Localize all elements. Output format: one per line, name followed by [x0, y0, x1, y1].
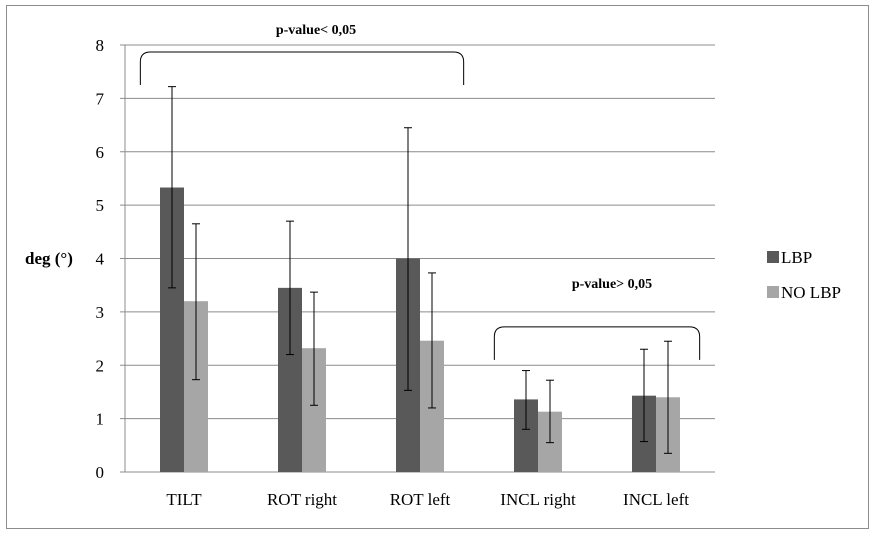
- y-tick-label: 3: [96, 303, 105, 322]
- legend: LBP NO LBP: [767, 248, 841, 302]
- annotations: p-value< 0,05 p-value> 0,05: [139, 23, 701, 360]
- y-tick-label: 6: [96, 143, 105, 162]
- x-tick-labels: TILT ROT right ROT left INCL right INCL left: [166, 490, 689, 509]
- legend-label: LBP: [781, 248, 812, 267]
- legend-swatch: [767, 286, 779, 298]
- error-bars: [168, 86, 672, 454]
- y-tick-label: 8: [96, 36, 105, 55]
- y-tick-label: 4: [96, 250, 105, 269]
- p-value-label: p-value> 0,05: [572, 277, 652, 292]
- y-tick-labels: 0 1 2 3 4 5 6 7 8: [96, 36, 105, 482]
- y-tick-label: 0: [96, 463, 105, 482]
- y-tick-label: 1: [96, 410, 105, 429]
- x-tick-label: ROT right: [267, 490, 337, 509]
- y-tick-label: 2: [96, 356, 105, 375]
- x-tick-label: ROT left: [390, 490, 451, 509]
- bars: [160, 187, 680, 473]
- legend-label: NO LBP: [781, 283, 841, 302]
- y-axis-label: deg (°): [25, 249, 73, 268]
- y-tick-label: 7: [96, 89, 105, 108]
- legend-swatch: [767, 251, 779, 263]
- x-tick-label: INCL right: [500, 490, 576, 509]
- y-tick-label: 5: [96, 196, 105, 215]
- p-value-label: p-value< 0,05: [276, 23, 356, 38]
- x-tick-label: INCL left: [623, 490, 689, 509]
- bracket: [139, 51, 465, 86]
- bracket: [493, 326, 701, 360]
- x-tick-label: TILT: [166, 490, 202, 509]
